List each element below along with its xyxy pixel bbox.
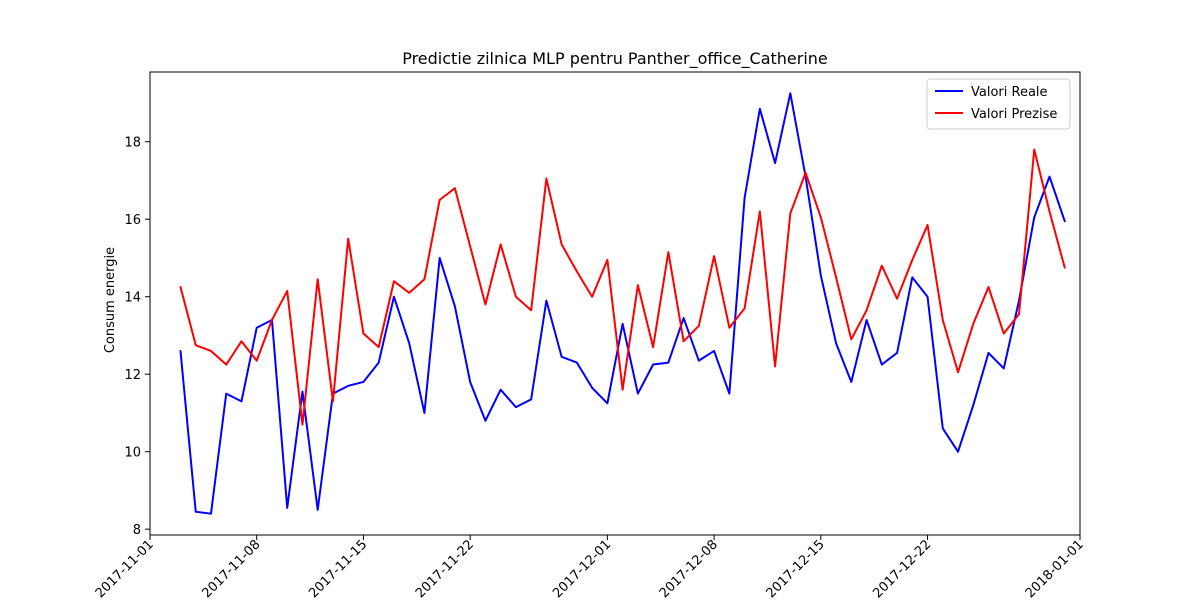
- series-line-2: [179, 148, 1066, 426]
- series-line-1: [179, 92, 1066, 515]
- legend-label-2: Valori Prezise: [971, 107, 1057, 122]
- chart-title: Predictie zilnica MLP pentru Panther_off…: [402, 49, 828, 69]
- y-tick-label: 18: [124, 136, 141, 151]
- y-tick-label: 16: [124, 213, 141, 228]
- legend-label-1: Valori Reale: [971, 85, 1048, 100]
- y-tick-label: 10: [124, 446, 141, 461]
- legend: Valori Reale Valori Prezise: [926, 78, 1071, 130]
- y-tick-label: 12: [124, 368, 141, 383]
- y-tick-label: 8: [133, 523, 141, 538]
- y-tick-label: 14: [124, 291, 141, 306]
- axes-frame: [149, 71, 1081, 536]
- y-axis-label: Consum energie: [103, 247, 118, 353]
